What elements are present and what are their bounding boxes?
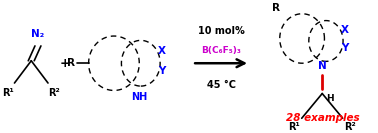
- Text: N₂: N₂: [31, 29, 45, 39]
- Text: X: X: [158, 46, 166, 56]
- Text: R²: R²: [344, 122, 356, 132]
- Text: R¹: R¹: [2, 88, 14, 98]
- Text: 45 °C: 45 °C: [206, 80, 235, 90]
- Text: R: R: [272, 3, 280, 13]
- Text: 28 examples: 28 examples: [286, 113, 359, 123]
- Text: 10 mol%: 10 mol%: [198, 26, 245, 36]
- Text: Y: Y: [341, 43, 349, 53]
- Text: NH: NH: [131, 92, 147, 102]
- Text: R²: R²: [48, 88, 60, 98]
- Text: R¹: R¹: [288, 122, 300, 132]
- Text: N: N: [318, 61, 327, 71]
- Text: R: R: [67, 58, 75, 68]
- Text: H: H: [326, 94, 333, 103]
- Text: Y: Y: [158, 66, 166, 76]
- Text: B(C₆F₅)₃: B(C₆F₅)₃: [201, 46, 241, 55]
- Text: X: X: [341, 25, 349, 35]
- Text: +: +: [59, 57, 70, 70]
